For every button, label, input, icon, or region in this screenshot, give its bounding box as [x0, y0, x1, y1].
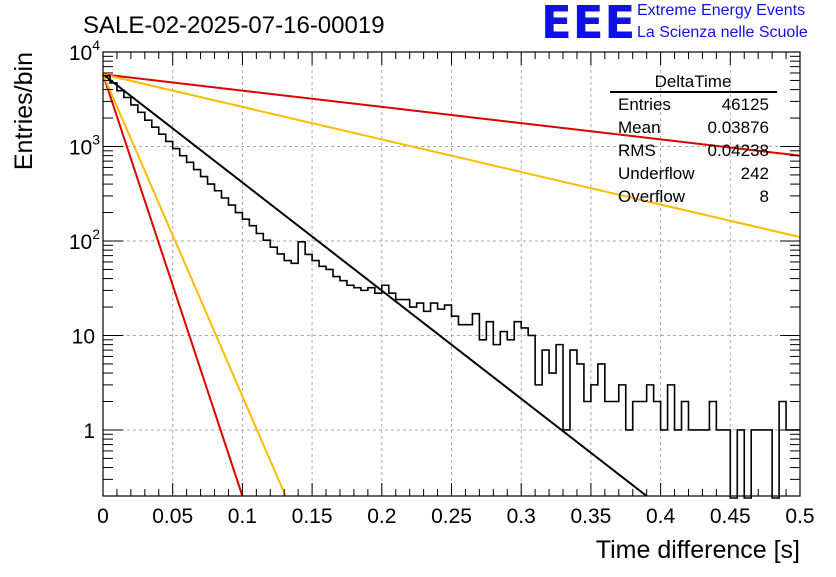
y-tick-exponent: 2 — [92, 226, 100, 242]
stats-label: Overflow — [618, 187, 686, 206]
fit-line — [102, 74, 244, 497]
stats-label: Entries — [618, 95, 671, 114]
x-tick-label: 0.4 — [646, 505, 676, 528]
axes: 0 0.05 0.1 0.15 0.2 0.25 0.3 0.35 0.4 0.45 0.5 1 10 1… — [69, 37, 815, 528]
x-tick-label: 0.15 — [292, 505, 333, 528]
stats-title: DeltaTime — [655, 72, 732, 91]
logo-caption-line1: Extreme Energy Events — [637, 2, 806, 19]
stats-value: 8 — [760, 187, 769, 206]
fit-line — [102, 73, 801, 239]
fit-curves — [102, 73, 801, 497]
stats-label: Underflow — [618, 164, 695, 183]
stats-value: 0.04238 — [708, 141, 769, 160]
y-tick-label: 104 — [69, 37, 100, 65]
stats-box: DeltaTime Entries 46125 Mean 0.03876 RMS 0.04… — [610, 72, 777, 206]
logo-caption-line2: La Scienza nelle Scuole — [637, 24, 808, 41]
stats-label: RMS — [618, 141, 656, 160]
x-tick-label: 0 — [97, 505, 109, 528]
histogram-deltatime — [103, 74, 800, 499]
y-tick-label: 1 — [83, 420, 95, 443]
x-tick-label: 0.25 — [431, 505, 472, 528]
stats-value: 0.03876 — [708, 118, 769, 137]
histogram-layer — [103, 74, 800, 499]
y-tick-label: 10 — [72, 325, 95, 348]
stats-value: 242 — [741, 164, 769, 183]
fit-line — [102, 73, 287, 497]
y-axis-label: Entries/bin — [10, 52, 38, 170]
x-tick-label: 0.2 — [367, 505, 396, 528]
eee-logo: EEE — [541, 0, 637, 49]
x-tick-label: 0.45 — [710, 505, 751, 528]
y-tick-exponent: 3 — [92, 131, 100, 147]
x-tick-label: 0.5 — [785, 505, 814, 528]
stats-value: 46125 — [722, 95, 769, 114]
chart-title: SALE-02-2025-07-16-00019 — [83, 12, 385, 39]
stats-label: Mean — [618, 118, 661, 137]
x-tick-label: 0.3 — [507, 505, 536, 528]
grid-layer — [103, 52, 800, 496]
fit-line — [102, 73, 801, 157]
x-tick-label: 0.1 — [228, 505, 257, 528]
x-tick-label: 0.05 — [152, 505, 193, 528]
y-tick-label: 102 — [69, 226, 100, 254]
x-tick-label: 0.35 — [570, 505, 611, 528]
fit-line — [102, 73, 648, 497]
y-tick-label: 103 — [69, 131, 100, 159]
x-axis-label: Time difference [s] — [596, 536, 800, 564]
y-tick-exponent: 4 — [92, 37, 100, 53]
